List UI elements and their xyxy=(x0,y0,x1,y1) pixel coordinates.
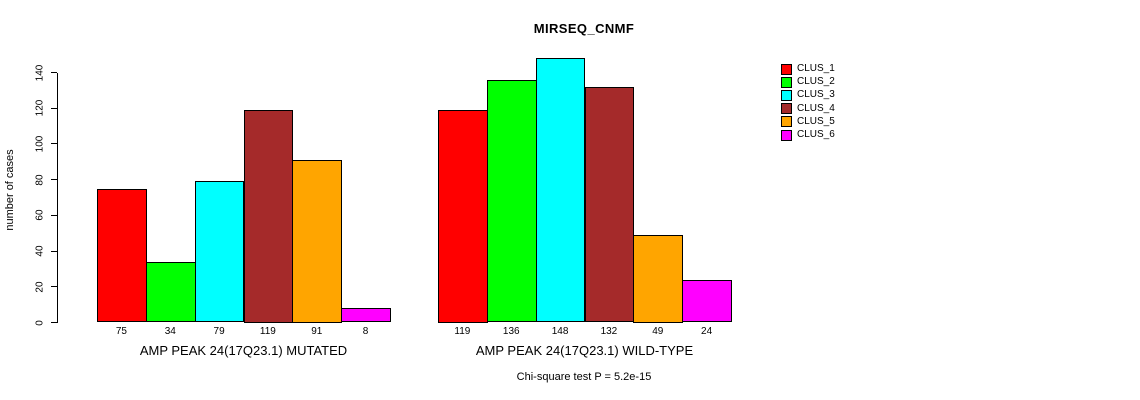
y-tick-label: 140 xyxy=(34,64,46,81)
y-tick-label: 60 xyxy=(34,209,46,221)
y-tick-label: 0 xyxy=(34,319,46,326)
y-axis-tick xyxy=(51,72,57,73)
legend-label: CLUS_3 xyxy=(797,89,835,101)
bar-clus_3 xyxy=(535,58,586,323)
legend-label: CLUS_2 xyxy=(797,76,835,88)
y-axis-line xyxy=(57,72,58,323)
legend-item: CLUS_2 xyxy=(781,76,835,88)
y-tick-label: 20 xyxy=(34,281,46,293)
legend-item: CLUS_3 xyxy=(781,89,835,101)
bar-clus_2 xyxy=(145,261,196,323)
bar-clus_3 xyxy=(194,181,245,323)
bar-value-label: 91 xyxy=(311,326,323,337)
bar-clus_1 xyxy=(438,110,488,323)
legend-swatch xyxy=(781,89,792,101)
group-axis-label: AMP PEAK 24(17Q23.1) WILD-TYPE xyxy=(475,343,694,358)
bar-clus_1 xyxy=(97,188,147,323)
legend-item: CLUS_6 xyxy=(781,129,835,141)
bar-value-label: 119 xyxy=(454,326,471,337)
legend-swatch xyxy=(781,129,792,141)
bar-value-label: 24 xyxy=(701,326,713,337)
y-axis-tick xyxy=(51,107,57,109)
chart-title: MIRSEQ_CNMF xyxy=(533,21,635,36)
legend-swatch xyxy=(781,103,792,115)
bar-clus_5 xyxy=(633,235,684,323)
y-tick-label: 40 xyxy=(34,245,46,257)
legend-label: CLUS_1 xyxy=(797,63,835,74)
y-tick-label: 120 xyxy=(34,99,46,117)
y-axis-tick xyxy=(51,250,57,252)
bar-value-label: 49 xyxy=(652,326,664,337)
group-axis-label: AMP PEAK 24(17Q23.1) MUTATED xyxy=(139,343,348,358)
bar-value-label: 119 xyxy=(259,326,276,337)
bar-value-label: 79 xyxy=(213,326,225,337)
bar-value-label: 148 xyxy=(551,326,569,337)
legend-label: CLUS_4 xyxy=(797,102,835,114)
y-axis-tick xyxy=(51,143,57,145)
bar-clus_6 xyxy=(341,308,391,323)
legend-item: CLUS_1 xyxy=(781,63,835,75)
y-axis-tick xyxy=(51,214,57,216)
y-axis-tick xyxy=(51,286,57,288)
bar-value-label: 136 xyxy=(502,326,520,337)
y-axis-tick xyxy=(51,322,57,323)
legend-item: CLUS_4 xyxy=(781,103,835,115)
bar-clus_6 xyxy=(682,279,732,323)
y-tick-label: 80 xyxy=(34,174,46,186)
bar-clus_2 xyxy=(486,79,537,323)
bar-clus_5 xyxy=(292,160,343,323)
bar-value-label: 132 xyxy=(600,326,618,337)
y-tick-label: 100 xyxy=(34,135,46,153)
chi-square-annotation: Chi-square test P = 5.2e-15 xyxy=(516,371,652,383)
bar-value-label: 34 xyxy=(164,326,176,337)
y-axis-label: number of cases xyxy=(4,149,16,231)
bar-clus_4 xyxy=(243,110,294,323)
legend-label: CLUS_6 xyxy=(797,129,835,140)
legend-swatch xyxy=(781,76,792,88)
y-axis-tick xyxy=(51,179,57,181)
bar-value-label: 75 xyxy=(115,326,127,337)
legend-label: CLUS_5 xyxy=(797,115,835,127)
legend-swatch xyxy=(781,116,792,128)
bar-clus_4 xyxy=(584,86,635,323)
legend-swatch xyxy=(781,63,792,75)
bar-value-label: 8 xyxy=(362,326,369,337)
legend-item: CLUS_5 xyxy=(781,116,835,128)
